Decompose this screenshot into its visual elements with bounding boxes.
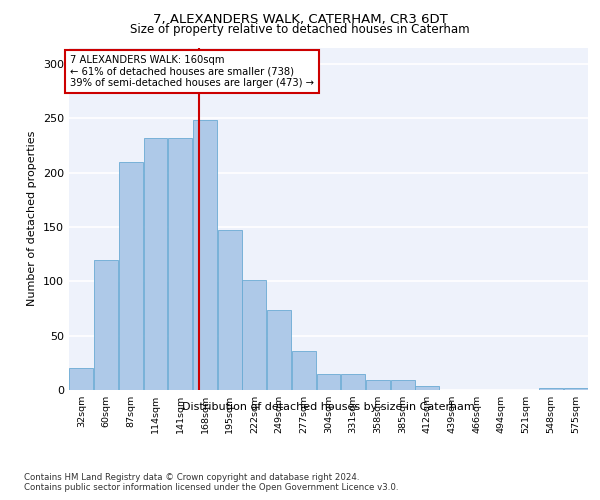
- Bar: [267, 310, 291, 390]
- Bar: [341, 374, 365, 390]
- Bar: [415, 386, 439, 390]
- Bar: [143, 138, 167, 390]
- Bar: [218, 230, 242, 390]
- Bar: [292, 351, 316, 390]
- Bar: [366, 380, 390, 390]
- Text: Distribution of detached houses by size in Caterham: Distribution of detached houses by size …: [182, 402, 475, 412]
- Bar: [168, 138, 192, 390]
- Text: Contains HM Land Registry data © Crown copyright and database right 2024.: Contains HM Land Registry data © Crown c…: [24, 472, 359, 482]
- Y-axis label: Number of detached properties: Number of detached properties: [28, 131, 37, 306]
- Text: 7, ALEXANDERS WALK, CATERHAM, CR3 6DT: 7, ALEXANDERS WALK, CATERHAM, CR3 6DT: [152, 12, 448, 26]
- Bar: [539, 388, 563, 390]
- Bar: [317, 374, 340, 390]
- Bar: [242, 280, 266, 390]
- Text: Contains public sector information licensed under the Open Government Licence v3: Contains public sector information licen…: [24, 483, 398, 492]
- Bar: [94, 260, 118, 390]
- Bar: [563, 388, 587, 390]
- Bar: [119, 162, 143, 390]
- Bar: [391, 380, 415, 390]
- Text: 7 ALEXANDERS WALK: 160sqm
← 61% of detached houses are smaller (738)
39% of semi: 7 ALEXANDERS WALK: 160sqm ← 61% of detac…: [70, 55, 314, 88]
- Bar: [193, 120, 217, 390]
- Text: Size of property relative to detached houses in Caterham: Size of property relative to detached ho…: [130, 22, 470, 36]
- Bar: [70, 368, 94, 390]
